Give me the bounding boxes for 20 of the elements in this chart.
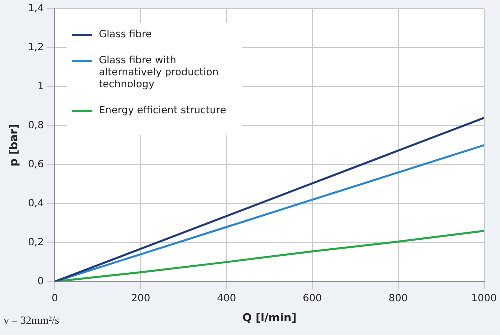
y-tick-label: 0,2 (28, 237, 44, 248)
legend-label: Glass fibre with alternatively production technology (99, 56, 219, 91)
x-tick-label: 1000 (472, 293, 497, 304)
legend-label: Glass fibre (99, 30, 152, 41)
y-tick-label: 0,6 (28, 159, 44, 170)
y-tick-label: 1,2 (28, 42, 44, 54)
x-axis-title: Q [l/min] (242, 311, 297, 324)
x-tick-label: 600 (303, 293, 322, 304)
y-tick-label: 0,8 (28, 120, 44, 132)
x-tick-label: 400 (217, 293, 236, 304)
x-tick-label: 200 (131, 293, 150, 304)
y-tick-label: 1,4 (28, 4, 44, 15)
text: ν = 32mm²/s (4, 315, 60, 327)
y-tick-label: 0 (38, 276, 44, 288)
legend-label: Energy efficient structure (99, 106, 226, 117)
y-tick-label: 0,4 (28, 198, 44, 210)
x-tick-label: 0 (52, 293, 58, 304)
y-tick-label: 1 (38, 82, 44, 93)
y-axis-title: p [bar] (7, 124, 20, 167)
x-tick-label: 800 (388, 293, 408, 304)
